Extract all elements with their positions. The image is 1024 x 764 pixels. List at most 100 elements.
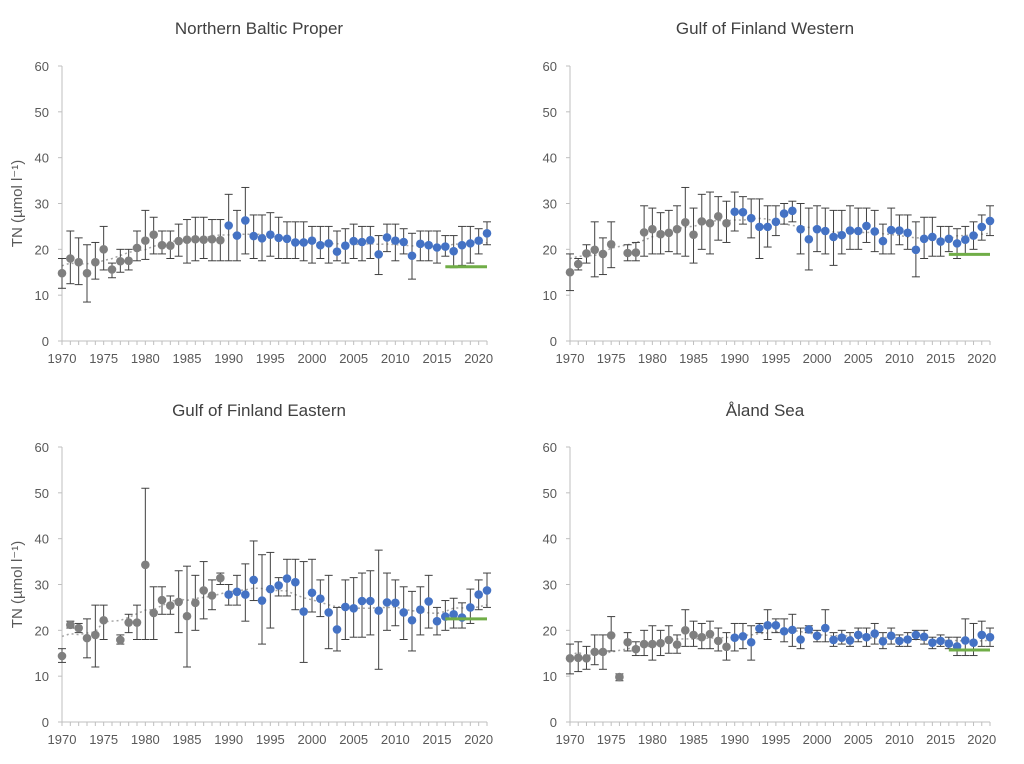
data-point [969,231,978,240]
x-tick-label: 1970 [48,732,77,747]
data-point [837,633,847,642]
y-tick-label: 0 [42,334,49,349]
x-tick-label: 1995 [256,351,285,366]
data-point [804,625,814,634]
data-point [895,226,904,235]
x-tick-label: 2000 [803,732,832,747]
data-point [631,644,641,654]
data-point [812,224,822,234]
data-point [332,247,342,256]
data-point [391,236,400,245]
data-point [241,590,250,599]
data-point [796,224,805,234]
y-tick-label: 0 [550,334,557,349]
data-point [149,608,158,618]
y-axis-label: TN (µmol l⁻¹) [9,160,26,247]
y-axis-label: TN (µmol l⁻¹) [9,541,26,628]
data-point [449,246,458,256]
data-point [606,239,616,249]
data-point [705,629,715,639]
x-tick-label: 2015 [926,732,955,747]
data-point [182,235,192,245]
data-point [582,249,591,258]
x-tick-label: 2005 [844,351,873,366]
data-point [746,213,756,223]
data-point [722,642,731,652]
data-point [316,240,325,250]
data-point [182,611,192,621]
x-tick-label: 2015 [423,351,452,366]
data-point [705,218,715,228]
data-point [99,615,108,625]
data-point [407,615,417,625]
y-tick-label: 60 [543,59,557,74]
x-tick-label: 2015 [423,732,452,747]
data-point [713,636,723,646]
data-point [672,640,682,649]
y-tick-label: 40 [35,151,49,166]
data-point [977,630,987,640]
data-point [689,230,698,239]
data-point [639,639,649,649]
x-tick-label: 2000 [803,351,832,366]
data-point [680,626,690,635]
data-point [474,236,483,245]
x-tick-label: 1980 [131,732,160,747]
data-point [132,243,142,253]
data-point [141,560,150,570]
data-point [936,636,945,646]
data-point [623,248,632,258]
data-point [174,597,183,607]
data-point [689,630,698,640]
data-point [928,232,937,242]
x-tick-label: 1980 [638,351,667,366]
y-tick-label: 10 [35,669,49,684]
data-point [157,595,167,605]
data-point [928,638,937,648]
data-point [416,605,425,615]
data-point [969,638,978,648]
data-point [738,631,748,641]
y-tick-label: 20 [543,242,557,257]
data-point [366,235,375,245]
y-tick-label: 50 [35,105,49,120]
data-point [985,632,995,642]
data-point [590,245,600,255]
data-point [639,228,649,237]
data-point [820,226,830,236]
data-point [382,598,392,607]
x-tick-label: 2020 [967,351,996,366]
data-point [573,259,583,269]
data-point [266,230,275,239]
data-point [249,575,258,585]
data-point [57,651,67,661]
data-point [911,245,921,255]
data-point [116,635,125,645]
data-point [166,601,175,610]
data-point [74,257,83,267]
data-point [224,221,233,230]
y-tick-label: 20 [35,242,49,257]
data-point [257,596,267,605]
data-point [357,237,367,247]
data-point [316,594,325,604]
data-point [199,235,208,245]
data-point [74,623,83,633]
data-point [903,228,912,238]
chart-panel-3: Gulf of Finland Eastern TN (µmol l⁻¹) 0 10 2… [9,401,493,747]
data-point [697,217,707,226]
x-tick-label: 1980 [638,732,667,747]
x-tick-label: 2015 [926,351,955,366]
chart-title: Gulf of Finland Western [676,19,854,38]
x-tick-label: 2010 [885,732,914,747]
data-point [895,636,904,646]
data-point [232,587,242,597]
data-point [829,635,838,645]
data-point [449,609,458,619]
data-point [845,636,855,645]
data-point [341,241,350,250]
data-point [598,249,608,259]
data-point [141,236,150,245]
trend-line [569,629,991,657]
data-point [977,222,987,232]
